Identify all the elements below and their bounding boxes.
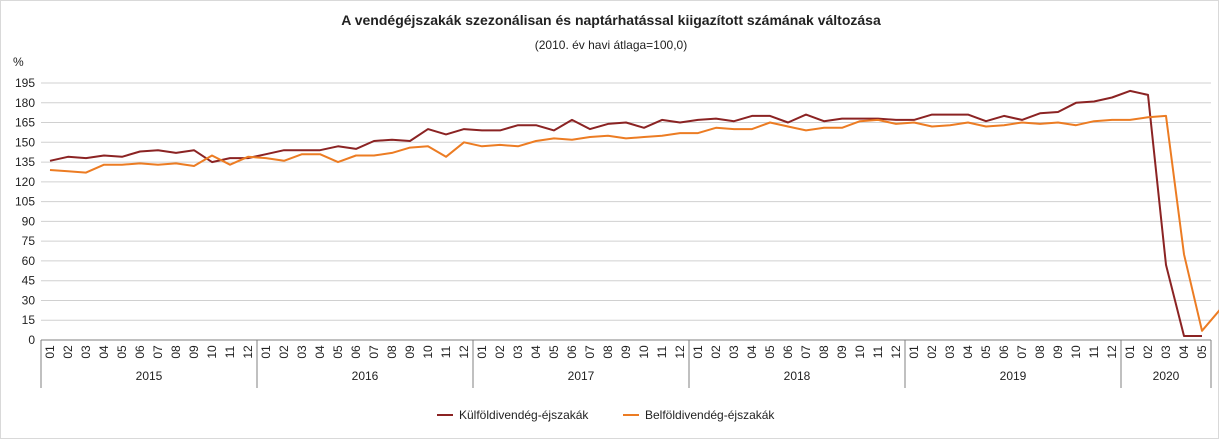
legend-label: Külföldivendég-éjszakák: [459, 408, 589, 422]
x-month-label: 06: [133, 345, 147, 359]
x-month-label: 07: [799, 345, 813, 359]
x-year-label: 2017: [568, 369, 595, 383]
x-month-label: 09: [835, 345, 849, 359]
x-month-label: 10: [637, 345, 651, 359]
x-year-label: 2019: [1000, 369, 1027, 383]
x-month-label: 08: [817, 345, 831, 359]
x-month-label: 02: [277, 345, 291, 359]
x-month-label: 02: [493, 345, 507, 359]
y-tick-label: 105: [15, 195, 35, 209]
x-axis: 01 02 03 04 05 06 07 08 09 10 11 12 01 02 03 04 05 06 07 08…: [40, 340, 1212, 388]
x-month-label: 05: [979, 345, 993, 359]
x-month-label: 06: [997, 345, 1011, 359]
x-month-label: 11: [1087, 345, 1101, 358]
y-tick-label: 135: [15, 155, 35, 169]
x-month-label: 12: [1105, 345, 1119, 359]
x-month-label: 11: [655, 345, 669, 358]
y-tick-label: 15: [22, 313, 36, 327]
series-line: [49, 114, 1219, 332]
y-tick-label: 30: [22, 293, 36, 307]
x-month-label: 08: [169, 345, 183, 359]
x-month-label: 05: [331, 345, 345, 359]
x-month-label: 08: [601, 345, 615, 359]
x-month-label: 05: [1195, 345, 1209, 359]
y-tick-label: 180: [15, 96, 35, 110]
grid: [41, 82, 1211, 341]
x-month-label: 04: [313, 345, 327, 359]
x-month-label: 07: [583, 345, 597, 359]
x-month-label: 04: [529, 345, 543, 359]
x-month-label: 12: [889, 345, 903, 359]
series-lines: [49, 89, 1219, 337]
x-month-label: 03: [1159, 345, 1173, 359]
x-month-label: 03: [727, 345, 741, 359]
x-month-label: 08: [1033, 345, 1047, 359]
x-month-label: 12: [241, 345, 255, 359]
x-month-label: 07: [367, 345, 381, 359]
x-month-label: 05: [763, 345, 777, 359]
x-month-label: 05: [547, 345, 561, 359]
x-month-label: 04: [1177, 345, 1191, 359]
x-month-label: 03: [79, 345, 93, 359]
x-month-label: 06: [349, 345, 363, 359]
legend-label: Belföldivendég-éjszakák: [645, 408, 775, 422]
x-year-label: 2016: [352, 369, 379, 383]
x-month-label: 07: [151, 345, 165, 359]
x-month-label: 10: [1069, 345, 1083, 359]
x-month-label: 03: [295, 345, 309, 359]
y-tick-label: 60: [22, 254, 36, 268]
x-month-label: 08: [385, 345, 399, 359]
x-month-label: 09: [619, 345, 633, 359]
x-month-label: 01: [259, 345, 273, 359]
y-axis-unit: %: [13, 55, 24, 69]
x-month-label: 01: [691, 345, 705, 359]
y-tick-label: 75: [22, 234, 36, 248]
x-month-label: 09: [403, 345, 417, 359]
x-month-label: 01: [907, 345, 921, 359]
legend: Külföldivendég-éjszakák Belföldivendég-éj…: [437, 408, 775, 422]
y-tick-label: 45: [22, 274, 36, 288]
x-month-label: 02: [925, 345, 939, 359]
y-axis-ticks: 0 15 30 45 60 75 90 105 120 135 150 165 180 195: [15, 76, 35, 347]
x-month-label: 02: [1141, 345, 1155, 359]
x-month-label: 12: [457, 345, 471, 359]
x-year-label: 2015: [136, 369, 163, 383]
x-month-label: 10: [205, 345, 219, 359]
x-month-label: 07: [1015, 345, 1029, 359]
y-tick-label: 120: [15, 175, 35, 189]
x-month-label: 03: [943, 345, 957, 359]
x-month-label: 09: [1051, 345, 1065, 359]
x-year-label: 2018: [784, 369, 811, 383]
x-month-label: 01: [1123, 345, 1137, 359]
x-month-label: 02: [709, 345, 723, 359]
x-month-label: 01: [43, 345, 57, 359]
y-tick-label: 165: [15, 116, 35, 130]
x-month-label: 06: [781, 345, 795, 359]
y-tick-label: 195: [15, 76, 35, 90]
x-month-label: 03: [511, 345, 525, 359]
series-line: [49, 89, 1202, 337]
x-month-label: 10: [853, 345, 867, 359]
x-month-label: 04: [97, 345, 111, 359]
x-month-label: 06: [565, 345, 579, 359]
x-month-label: 01: [475, 345, 489, 359]
x-month-label: 05: [115, 345, 129, 359]
x-month-label: 04: [745, 345, 759, 359]
y-tick-label: 150: [15, 135, 35, 149]
chart-title: A vendégéjszakák szezonálisan és naptárh…: [341, 12, 881, 28]
x-month-label: 10: [421, 345, 435, 359]
x-month-label: 04: [961, 345, 975, 359]
x-month-label: 11: [871, 345, 885, 358]
x-month-label: 11: [439, 345, 453, 358]
x-month-label: 09: [187, 345, 201, 359]
x-month-label: 11: [223, 345, 237, 358]
x-year-label: 2020: [1153, 369, 1180, 383]
x-month-label: 02: [61, 345, 75, 359]
y-tick-label: 90: [22, 214, 36, 228]
y-tick-label: 0: [28, 333, 35, 347]
chart-subtitle: (2010. év havi átlaga=100,0): [535, 38, 687, 52]
x-month-label: 12: [673, 345, 687, 359]
